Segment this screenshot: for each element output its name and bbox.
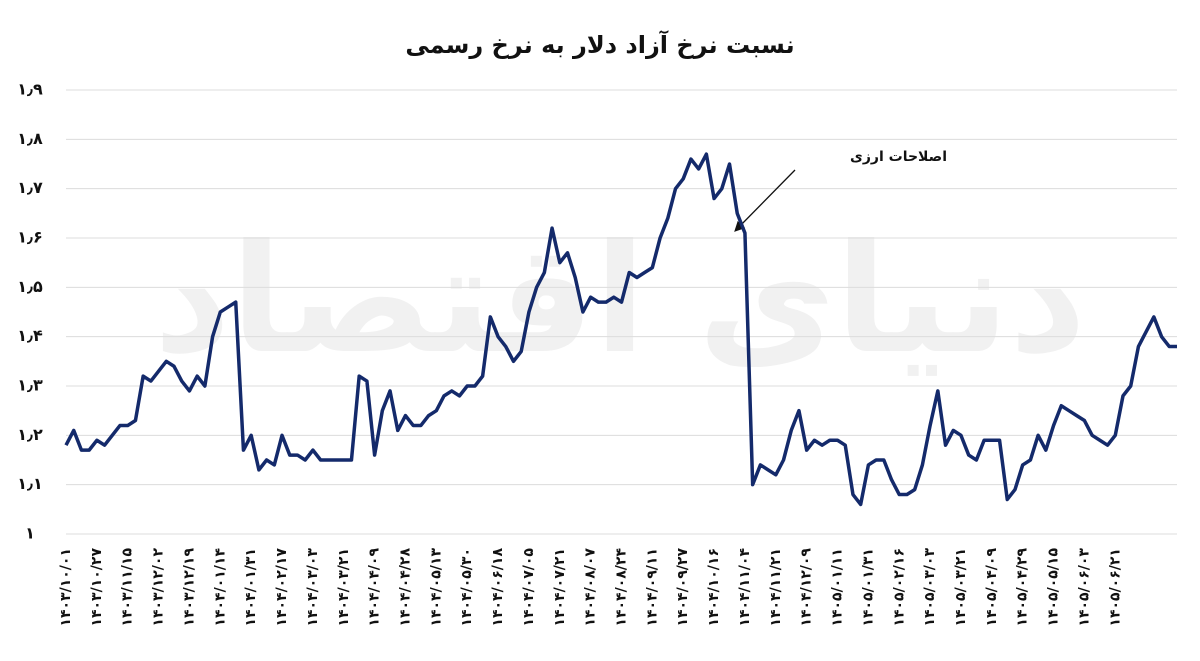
x-tick-label: ۱۴۰۳/۱۰/۲۷: [89, 548, 105, 627]
x-tick-label: ۱۴۰۵/۰۵/۱۵: [1046, 548, 1062, 627]
x-tick-label: ۱۴۰۴/۰۳/۰۳: [305, 548, 321, 627]
plot: ۱۴۰۳/۱۰/۰۱ ۱۴۰۳/۱۰/۲۷ ۱۴۰۳/۱۱/۱۵ ۱۴۰۳/۱۲/۰۲…: [58, 152, 1177, 627]
y-tick-label: ۱٫۲: [17, 425, 43, 444]
annotation: اصلاحات ارزی: [850, 149, 947, 165]
x-tick-label: ۱۴۰۴/۰۴/۲۸: [397, 548, 413, 627]
y-tick-label: ۱٫۴: [17, 326, 43, 345]
x-tick-label: ۱۴۰۴/۰۸/۰۷: [583, 548, 599, 627]
y-tick-label: ۱٫۱: [17, 474, 43, 493]
x-tick-label: ۱۴۰۵/۰۶/۰۳: [1076, 548, 1092, 627]
x-tick-label: ۱۴۰۴/۰۶/۱۸: [490, 548, 506, 627]
x-tick-label: ۱۴۰۳/۱۱/۱۵: [120, 548, 136, 627]
x-tick-label: ۱۴۰۴/۰۷/۰۵: [521, 548, 537, 627]
x-tick-label: ۱۴۰۳/۱۰/۰۱: [58, 548, 74, 627]
grid: ۱ ۱٫۱ ۱٫۲ ۱٫۳ ۱٫۴ ۱٫۵ ۱٫۶ ۱٫۷ ۱٫۸ ۱٫۹: [17, 80, 1177, 543]
x-tick-label: ۱۴۰۴/۰۹/۲۷: [675, 548, 691, 627]
y-tick-label: ۱٫۸: [17, 129, 43, 148]
y-tick-label: ۱٫۵: [17, 277, 43, 296]
annotation-arrow: [734, 169, 796, 232]
x-tick-label: ۱۴۰۵/۰۱/۱۱: [830, 548, 846, 627]
x-tick-label: ۱۴۰۵/۰۱/۳۱: [860, 548, 876, 627]
x-tick-label: ۱۴۰۴/۱۱/۰۴: [737, 548, 753, 627]
x-tick-label: ۱۴۰۴/۰۵/۱۳: [428, 548, 444, 627]
y-tick-label: ۱٫۷: [17, 178, 43, 197]
x-tick-label: ۱۴۰۵/۰۶/۲۱: [1107, 548, 1123, 627]
x-tick-label: ۱۴۰۴/۱۱/۲۱: [768, 548, 784, 627]
x-tick-label: ۱۴۰۴/۰۴/۰۹: [367, 548, 383, 627]
x-tick-label: ۱۴۰۴/۰۵/۳۰: [459, 548, 475, 627]
x-tick-label: ۱۴۰۴/۱۰/۱۶: [706, 548, 722, 627]
x-tick-label: ۱۴۰۴/۰۱/۳۱: [243, 548, 259, 627]
x-tick-label: ۱۴۰۴/۰۸/۲۴: [614, 548, 630, 627]
x-tick-label: ۱۴۰۴/۰۷/۲۱: [552, 548, 568, 627]
x-tick-label: ۱۴۰۵/۰۴/۰۹: [984, 548, 1000, 627]
x-tick-label: ۱۴۰۴/۰۳/۲۱: [336, 548, 352, 627]
x-tick-label: ۱۴۰۳/۱۲/۰۲: [151, 548, 167, 627]
x-tick-label: ۱۴۰۴/۰۲/۱۷: [274, 548, 290, 627]
x-tick-label: ۱۴۰۴/۰۹/۱۱: [644, 548, 660, 627]
y-tick-label: ۱٫۶: [17, 228, 43, 247]
x-tick-label: ۱۴۰۵/۰۲/۱۶: [891, 548, 907, 627]
x-tick-label: ۱۴۰۵/۰۴/۲۹: [1015, 548, 1031, 627]
y-tick-label: ۱٫۹: [17, 80, 43, 99]
x-tick-label: ۱۴۰۴/۱۲/۰۹: [799, 548, 815, 627]
x-tick-label: ۱۴۰۳/۱۲/۱۹: [181, 548, 197, 627]
y-tick-label: ۱٫۳: [17, 376, 43, 395]
y-tick-label: ۱: [25, 524, 35, 543]
line: [64, 152, 1177, 507]
x-tick-label: ۱۴۰۴/۰۱/۱۴: [212, 548, 228, 627]
chart-title: نسبت نرخ آزاد دلار به نرخ رسمی: [405, 30, 794, 59]
x-tick-label: ۱۴۰۵/۰۳/۲۱: [953, 548, 969, 627]
x-tick-label: ۱۴۰۵/۰۳/۰۳: [922, 548, 938, 627]
